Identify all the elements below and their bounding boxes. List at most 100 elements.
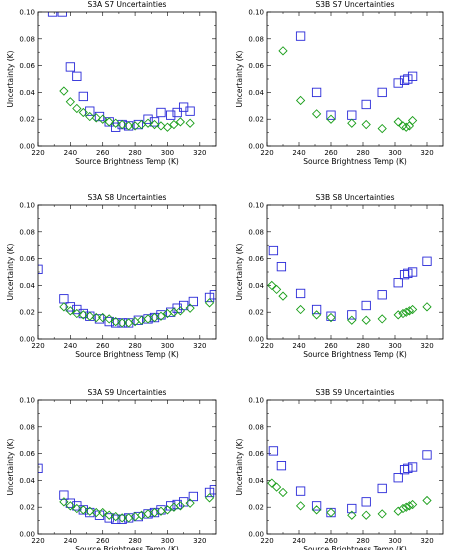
data-point-diamond	[347, 510, 357, 520]
data-point-diamond	[278, 46, 288, 56]
data-point-square	[133, 315, 143, 325]
data-point-diamond	[311, 310, 322, 320]
data-point-diamond	[404, 306, 415, 316]
data-point-diamond	[185, 303, 195, 313]
data-point-square	[347, 110, 357, 120]
data-point-diamond	[377, 314, 387, 324]
data-point-square	[59, 490, 69, 500]
x-axis-label: Source Brightness Temp (K)	[303, 350, 407, 359]
y-tick-label: 0.06	[248, 62, 264, 70]
data-point-diamond	[175, 501, 186, 511]
data-point-square	[188, 491, 198, 502]
data-point-diamond	[361, 510, 371, 520]
data-point-diamond	[295, 501, 306, 511]
data-point-square	[78, 308, 88, 319]
data-point-square	[361, 300, 371, 311]
x-tick-label: 300	[161, 342, 174, 350]
data-point-square	[403, 74, 413, 84]
x-axis-label: Source Brightness Temp (K)	[75, 545, 179, 550]
data-point-square	[407, 71, 418, 81]
data-point-diamond	[407, 304, 418, 315]
y-tick-label: 0.10	[19, 9, 35, 17]
marker-layer	[278, 31, 418, 134]
marker-layer	[267, 245, 432, 325]
marker-layer	[38, 463, 216, 524]
x-tick-label: 300	[161, 537, 174, 545]
data-point-square	[94, 314, 105, 324]
data-point-square	[133, 511, 143, 522]
y-tick-label: 0.04	[19, 282, 35, 290]
data-point-square	[104, 316, 114, 327]
x-tick-label: 260	[96, 537, 109, 545]
marker-layer	[47, 12, 195, 132]
data-point-diamond	[59, 302, 69, 312]
data-point-diamond	[311, 109, 322, 119]
data-point-diamond	[104, 510, 114, 520]
x-tick-label: 320	[193, 342, 206, 350]
data-point-diamond	[295, 95, 306, 106]
data-point-diamond	[398, 121, 408, 131]
y-tick-label: 0.06	[19, 255, 35, 263]
x-tick-label: 220	[31, 149, 44, 157]
data-point-diamond	[295, 304, 306, 315]
data-point-square	[47, 12, 58, 17]
y-tick-label: 0.04	[248, 89, 264, 97]
y-tick-label: 0.02	[19, 116, 35, 124]
chart-panel-3: S3A S8 Uncertainties 220 240 260 280 300 320 0.…	[6, 193, 217, 359]
marker-layer	[267, 446, 432, 520]
data-point-diamond	[267, 280, 277, 291]
data-point-diamond	[85, 111, 95, 122]
data-point-diamond	[278, 487, 288, 498]
data-point-square	[65, 62, 76, 72]
data-point-square	[403, 463, 413, 473]
data-point-diamond	[98, 312, 108, 323]
x-axis-label: Source Brightness Temp (K)	[303, 545, 407, 550]
y-tick-label: 0.02	[248, 116, 264, 124]
x-tick-label: 280	[356, 149, 369, 157]
data-point-square	[403, 268, 413, 278]
data-point-diamond	[136, 119, 147, 130]
y-tick-label: 0.10	[248, 202, 264, 210]
data-point-diamond	[347, 118, 357, 128]
plot-frame	[266, 204, 444, 340]
data-point-diamond	[361, 119, 371, 130]
data-point-diamond	[393, 117, 403, 127]
data-point-square	[85, 106, 95, 116]
chart-title: S3A S9 Uncertainties	[88, 388, 167, 397]
y-tick-label: 0.00	[248, 143, 264, 151]
y-tick-label: 0.10	[248, 9, 264, 17]
data-point-diamond	[123, 121, 134, 131]
data-point-square	[185, 106, 195, 116]
data-point-square	[276, 261, 287, 272]
y-axis-label: Uncertainty (K)	[6, 243, 15, 300]
x-tick-label: 320	[420, 342, 433, 350]
chart-panel-4: S3B S8 Uncertainties 220 240 260 280 300 320 0.…	[235, 193, 444, 359]
data-point-square	[311, 87, 322, 98]
chart-panel-6: S3B S9 Uncertainties 220 240 260 280 300 320 0.…	[235, 388, 444, 550]
data-point-square	[311, 501, 322, 511]
x-tick-label: 260	[324, 342, 337, 350]
y-tick-label: 0.04	[19, 89, 35, 97]
data-point-square	[133, 119, 143, 130]
plot-frame	[266, 399, 444, 535]
data-point-square	[347, 503, 357, 514]
data-point-square	[377, 87, 387, 98]
data-point-square	[393, 78, 403, 88]
data-point-diamond	[311, 505, 322, 515]
x-tick-label: 240	[64, 537, 77, 545]
chart-title: S3B S9 Uncertainties	[316, 388, 395, 397]
data-point-diamond	[185, 498, 195, 508]
data-point-diamond	[401, 307, 411, 317]
data-point-diamond	[156, 311, 166, 321]
data-point-square	[204, 487, 215, 498]
data-point-square	[361, 99, 371, 110]
y-tick-label: 0.08	[19, 423, 35, 431]
data-point-diamond	[98, 507, 108, 518]
x-tick-label: 240	[292, 537, 305, 545]
data-point-diamond	[162, 122, 173, 132]
data-point-diamond	[149, 119, 160, 130]
data-point-diamond	[72, 308, 82, 319]
data-point-square	[156, 107, 166, 118]
data-point-diamond	[98, 114, 108, 124]
data-point-square	[111, 318, 121, 328]
